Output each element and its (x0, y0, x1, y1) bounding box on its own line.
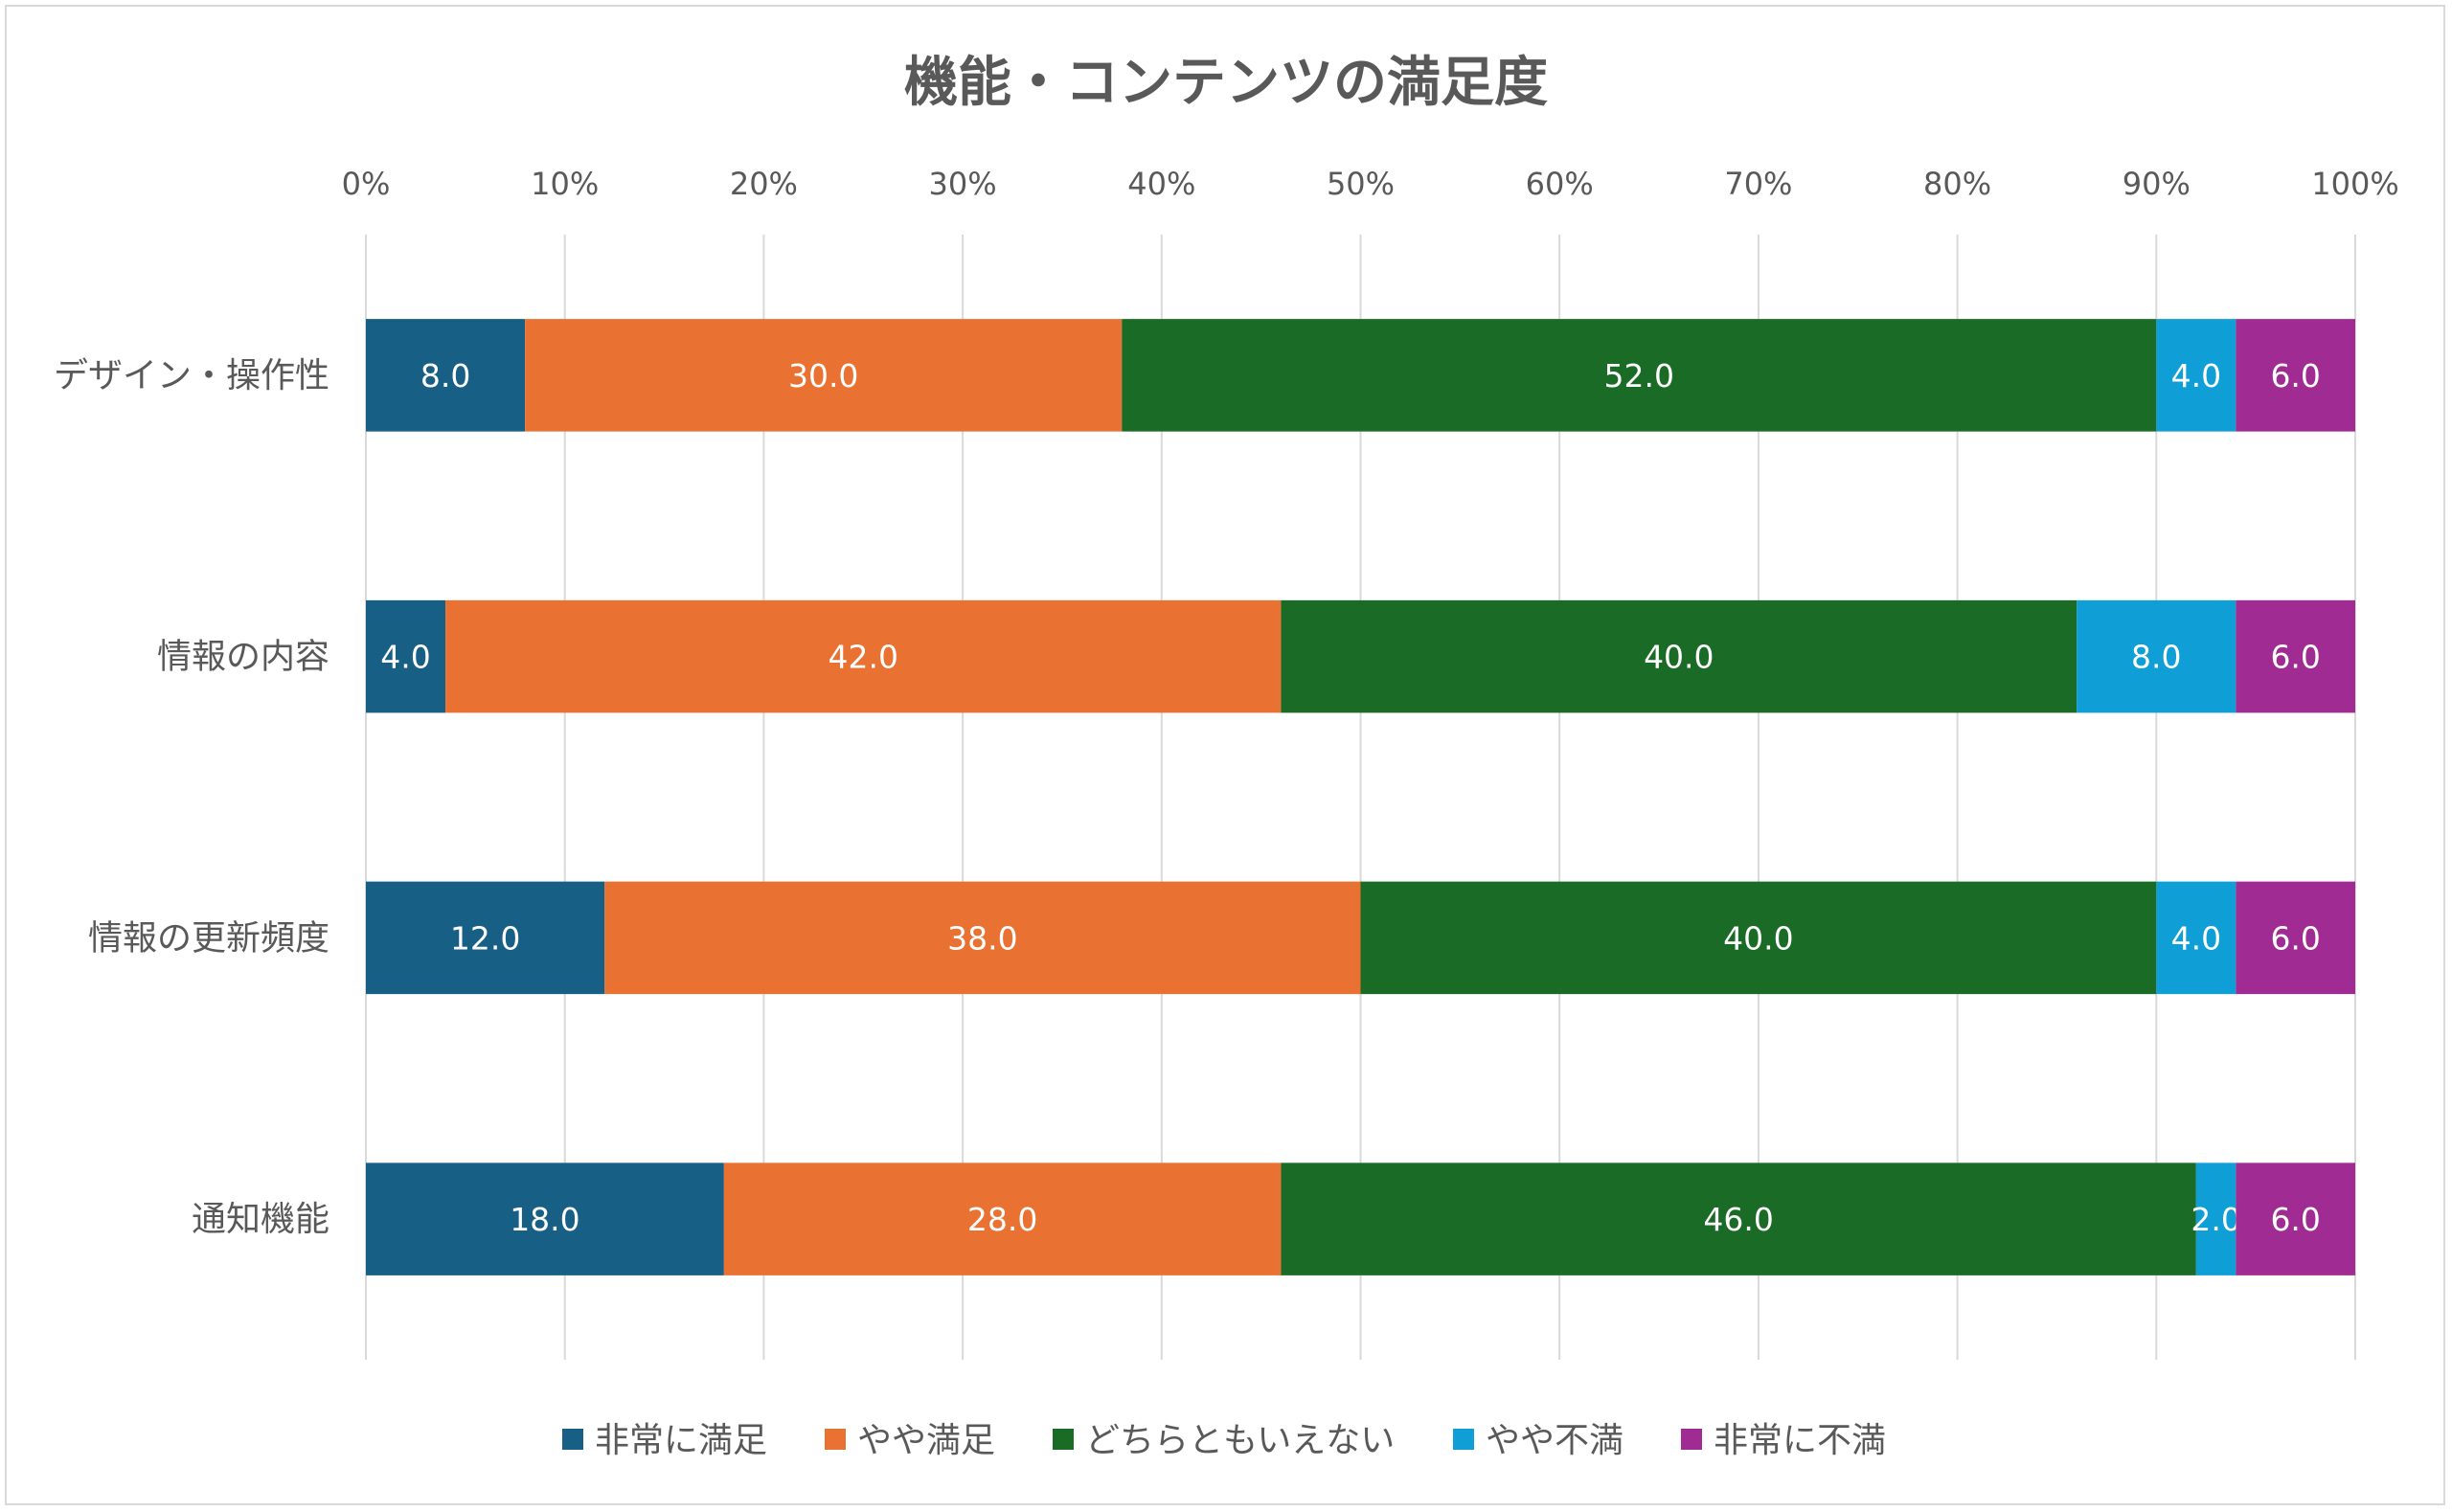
bar-segment (366, 599, 446, 713)
x-tick-label: 40% (1127, 166, 1195, 202)
bar-segment (366, 319, 526, 432)
chart-title: 機能・コンテンツの満足度 (904, 52, 1548, 114)
x-tick-label: 70% (1724, 166, 1792, 202)
bar-segment (2195, 1162, 2236, 1275)
data-label: 40.0 (1723, 919, 1793, 957)
data-label: 52.0 (1604, 357, 1674, 395)
data-label: 30.0 (788, 357, 858, 395)
legend-swatch (825, 1429, 846, 1450)
x-tick-label: 10% (531, 166, 599, 202)
bar-segment (2236, 599, 2355, 713)
x-tick-label: 100% (2311, 166, 2398, 202)
bar-segment (1281, 1162, 2196, 1275)
bars: 8.0 30.0 52.0 4.0 6.0 4.0 42.0 40.0 8.0 6.0 12.0 38… (366, 319, 2355, 1275)
bar-segment (366, 881, 605, 995)
legend: 非常に満足 やや満足 どちらともいえない やや不満 非常に不満 (562, 1421, 1886, 1460)
data-label: 12.0 (450, 919, 520, 957)
category-label: 情報の内容 (157, 638, 329, 677)
x-tick-label: 60% (1526, 166, 1594, 202)
legend-label: やや満足 (857, 1421, 995, 1460)
bar-segment (2077, 599, 2236, 713)
data-label: 42.0 (829, 639, 898, 676)
bar-segment (1281, 599, 2077, 713)
x-tick-label: 50% (1327, 166, 1395, 202)
bar-segment (445, 599, 1282, 713)
data-label: 8.0 (2131, 639, 2181, 676)
bar-segment (1122, 319, 2157, 432)
x-axis-ticks: 0% 10% 20% 30% 40% 50% 60% 70% 80% 90% 100% (342, 166, 2399, 202)
legend-label: 非常に満足 (595, 1421, 767, 1460)
bar-segment (2236, 319, 2355, 432)
category-label: 通知機能 (192, 1200, 329, 1239)
bar-segment (2156, 881, 2236, 995)
data-label: 4.0 (2171, 357, 2221, 395)
data-label: 6.0 (2270, 639, 2320, 676)
data-label: 8.0 (420, 357, 470, 395)
bar-segment (2236, 1162, 2355, 1275)
legend-label: やや不満 (1486, 1421, 1623, 1460)
data-label: 18.0 (510, 1201, 579, 1238)
legend-swatch (1681, 1429, 1702, 1450)
data-label: 6.0 (2270, 919, 2320, 957)
data-label: 4.0 (380, 639, 430, 676)
data-label: 28.0 (967, 1201, 1037, 1238)
legend-swatch (1053, 1429, 1074, 1450)
data-label: 6.0 (2270, 357, 2320, 395)
x-tick-label: 30% (929, 166, 997, 202)
legend-swatch (562, 1429, 583, 1450)
bar-segment (604, 881, 1361, 995)
bar-segment (1360, 881, 2157, 995)
x-tick-label: 20% (730, 166, 798, 202)
data-label: 4.0 (2171, 919, 2221, 957)
x-tick-label: 80% (1923, 166, 1991, 202)
bar-segment (525, 319, 1123, 432)
bar-segment (366, 1162, 724, 1275)
data-label: 2.0 (2191, 1201, 2240, 1238)
category-label: デザイン・操作性 (54, 356, 329, 395)
bar-segment (723, 1162, 1282, 1275)
category-label: 情報の更新頻度 (88, 918, 329, 958)
bar-segment (2156, 319, 2236, 432)
data-label: 38.0 (947, 919, 1017, 957)
x-tick-label: 0% (342, 166, 391, 202)
legend-label: 非常に不満 (1714, 1421, 1886, 1460)
data-label: 6.0 (2270, 1201, 2320, 1238)
x-tick-label: 90% (2123, 166, 2191, 202)
legend-label: どちらともいえない (1085, 1421, 1395, 1460)
legend-swatch (1453, 1429, 1474, 1450)
bar-segment (2236, 881, 2355, 995)
data-label: 40.0 (1644, 639, 1714, 676)
data-label: 46.0 (1703, 1201, 1773, 1238)
